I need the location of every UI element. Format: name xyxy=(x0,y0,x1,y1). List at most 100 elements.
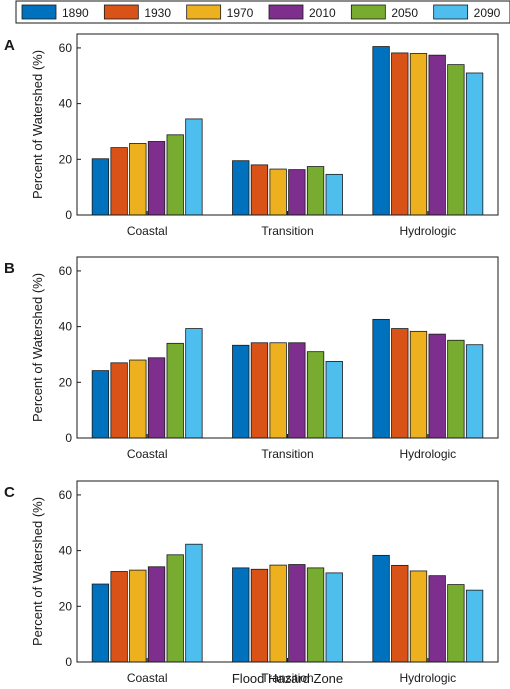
bar-b-transition-2050 xyxy=(306,351,325,439)
bar-c-hydrologic-1970 xyxy=(409,570,428,663)
y-tick-label: 60 xyxy=(59,41,73,55)
y-tick-label: 0 xyxy=(65,431,72,445)
x-tick-label-transition: Transition xyxy=(261,671,313,685)
bar-c-hydrologic-1930 xyxy=(391,564,409,663)
y-tick-label: 0 xyxy=(65,655,72,669)
bar-c-coastal-1970 xyxy=(129,569,147,663)
legend-swatch-2090 xyxy=(433,4,469,20)
bar-c-hydrologic-2090 xyxy=(465,589,484,663)
bar-b-hydrologic-2090 xyxy=(465,344,484,439)
bar-b-hydrologic-1930 xyxy=(391,328,409,439)
bar-b-transition-2090 xyxy=(325,361,343,439)
bar-a-hydrologic-1930 xyxy=(391,52,409,216)
y-tick-label: 40 xyxy=(59,544,73,558)
bar-b-coastal-2090 xyxy=(185,328,203,439)
x-tick-label-hydrologic: Hydrologic xyxy=(399,671,456,685)
bar-a-transition-1930 xyxy=(250,164,269,216)
x-tick-label-hydrologic: Hydrologic xyxy=(399,224,456,238)
y-tick-label: 60 xyxy=(59,264,73,278)
bar-b-coastal-2010 xyxy=(147,357,166,439)
legend-label-1890: 1890 xyxy=(62,6,89,20)
bar-c-transition-2050 xyxy=(306,567,325,663)
legend-label-1970: 1970 xyxy=(227,6,254,20)
legend-swatch-2010 xyxy=(268,4,304,20)
bar-a-coastal-1930 xyxy=(110,147,128,216)
y-axis-title: Percent of Watershed (%) xyxy=(30,497,45,646)
bar-a-coastal-2010 xyxy=(147,141,166,216)
bar-b-transition-1970 xyxy=(269,342,287,439)
bar-c-hydrologic-1890 xyxy=(372,554,390,663)
bar-c-coastal-1930 xyxy=(110,571,128,663)
x-tick-label-transition: Transition xyxy=(261,447,313,461)
bar-a-hydrologic-2050 xyxy=(447,64,465,216)
bar-a-transition-2090 xyxy=(325,173,343,216)
bar-b-hydrologic-1890 xyxy=(372,318,390,439)
bar-a-transition-2010 xyxy=(288,169,306,216)
panel-letter-b: B xyxy=(4,260,15,277)
panel-letter-c: C xyxy=(4,484,15,501)
bar-b-transition-1890 xyxy=(232,344,250,439)
legend: 1890 1930 1970 2010 2050 2090 xyxy=(15,0,510,24)
bar-c-coastal-2010 xyxy=(147,566,166,663)
bar-b-transition-1930 xyxy=(250,342,269,439)
legend-label-2050: 2050 xyxy=(391,6,418,20)
legend-swatch-1970 xyxy=(186,4,222,20)
panel-letter-a: A xyxy=(4,37,15,54)
bar-c-transition-1930 xyxy=(250,568,269,663)
legend-label-2090: 2090 xyxy=(474,6,501,20)
bar-b-coastal-2050 xyxy=(166,342,184,439)
panel-a: A Percent of Watershed (%) 0 20 40 60 Coastal T… xyxy=(4,33,499,238)
bar-c-coastal-1890 xyxy=(91,583,110,663)
y-tick-label: 20 xyxy=(59,375,73,389)
bar-b-hydrologic-1970 xyxy=(409,330,428,439)
legend-swatch-1930 xyxy=(103,4,139,20)
panel-b: B Percent of Watershed (%) 0 20 40 60 Coastal T… xyxy=(4,256,499,461)
y-tick-label: 0 xyxy=(65,208,72,222)
bar-b-coastal-1890 xyxy=(91,370,110,439)
x-tick-label-coastal: Coastal xyxy=(127,671,168,685)
bar-b-transition-2010 xyxy=(288,342,306,439)
bar-c-hydrologic-2050 xyxy=(447,584,465,663)
bar-a-hydrologic-2090 xyxy=(465,72,484,216)
y-tick-label: 60 xyxy=(59,488,73,502)
bar-c-transition-1890 xyxy=(232,567,250,663)
bar-c-transition-1970 xyxy=(269,564,287,663)
legend-box xyxy=(15,0,510,24)
bar-a-coastal-1890 xyxy=(91,158,110,216)
bar-b-coastal-1930 xyxy=(110,362,128,439)
bar-c-transition-2010 xyxy=(288,564,306,663)
legend-swatch-2050 xyxy=(350,4,386,20)
bar-c-transition-2090 xyxy=(325,572,343,663)
panels: A Percent of Watershed (%) 0 20 40 60 Coastal T… xyxy=(4,33,499,685)
x-axis-title: Flood Hazard Zone xyxy=(232,671,343,686)
bar-a-hydrologic-1890 xyxy=(372,46,390,216)
bar-b-hydrologic-2050 xyxy=(447,339,465,439)
legend-swatch-1890 xyxy=(21,4,57,20)
bar-c-coastal-2090 xyxy=(185,543,203,663)
legend-label-2010: 2010 xyxy=(309,6,336,20)
bar-c-hydrologic-2010 xyxy=(428,575,446,663)
y-axis-title: Percent of Watershed (%) xyxy=(30,273,45,422)
bar-a-hydrologic-2010 xyxy=(428,54,446,216)
bar-a-coastal-1970 xyxy=(129,143,147,216)
bar-a-hydrologic-1970 xyxy=(409,53,428,216)
bar-a-transition-1970 xyxy=(269,168,287,216)
bar-c-coastal-2050 xyxy=(166,554,184,663)
y-tick-label: 20 xyxy=(59,152,73,166)
y-tick-label: 40 xyxy=(59,97,73,111)
bar-a-coastal-2090 xyxy=(185,118,203,216)
x-tick-label-hydrologic: Hydrologic xyxy=(399,447,456,461)
y-axis-title: Percent of Watershed (%) xyxy=(30,50,45,199)
bar-a-coastal-2050 xyxy=(166,134,184,216)
bar-b-hydrologic-2010 xyxy=(428,333,446,439)
legend-label-1930: 1930 xyxy=(144,6,171,20)
x-tick-label-transition: Transition xyxy=(261,224,313,238)
x-tick-label-coastal: Coastal xyxy=(127,224,168,238)
y-tick-label: 40 xyxy=(59,320,73,334)
bar-a-transition-1890 xyxy=(232,160,250,216)
bar-b-coastal-1970 xyxy=(129,359,147,439)
y-tick-label: 20 xyxy=(59,599,73,613)
x-tick-label-coastal: Coastal xyxy=(127,447,168,461)
bar-a-transition-2050 xyxy=(306,166,325,216)
